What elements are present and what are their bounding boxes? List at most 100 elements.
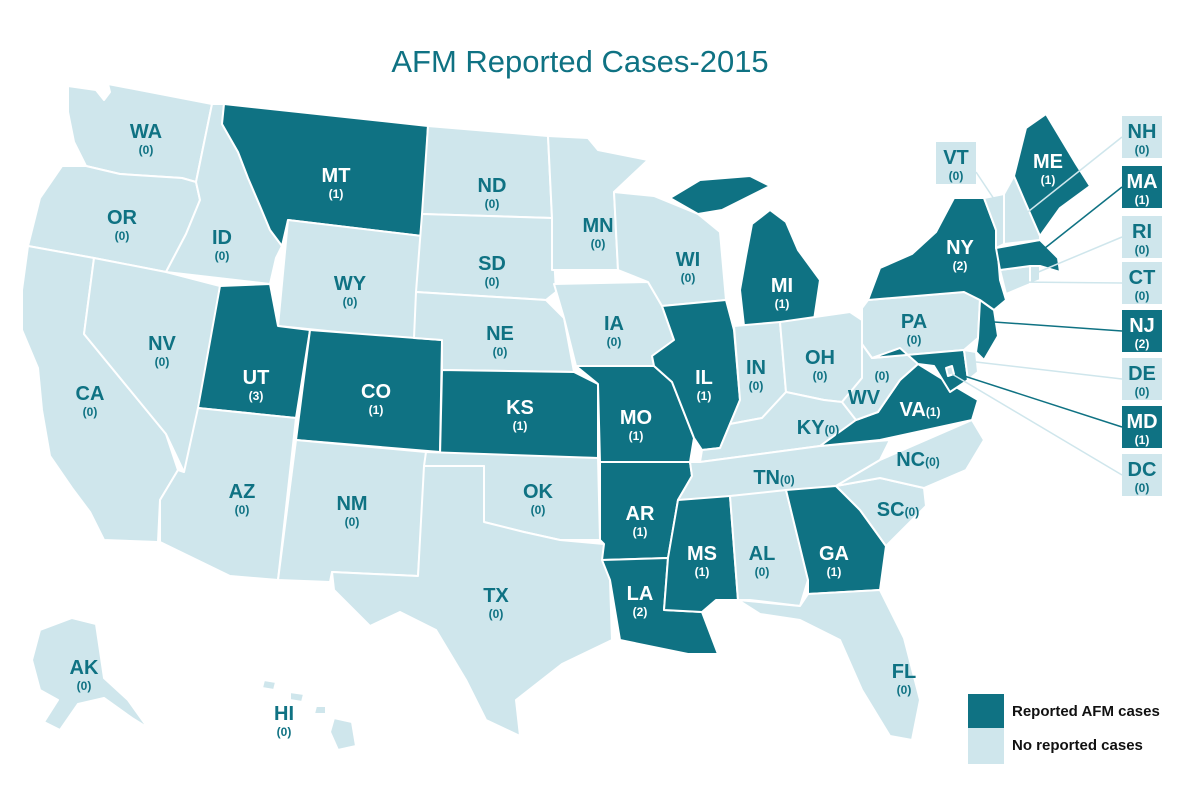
map-legend	[968, 694, 1004, 764]
svg-text:(0): (0)	[77, 679, 92, 693]
svg-text:KS: KS	[506, 397, 534, 419]
svg-text:(0): (0)	[1135, 243, 1150, 257]
state-shape-ny[interactable]	[867, 197, 1007, 311]
svg-text:DC: DC	[1128, 459, 1157, 481]
svg-text:(0): (0)	[1135, 289, 1150, 303]
svg-text:MO: MO	[620, 407, 652, 429]
svg-text:DE: DE	[1128, 363, 1156, 385]
svg-text:AK: AK	[70, 657, 99, 679]
svg-text:MT: MT	[322, 165, 351, 187]
svg-text:MD: MD	[1126, 411, 1157, 433]
state-shape-vt[interactable]	[983, 193, 1005, 249]
svg-text:(0): (0)	[591, 237, 606, 251]
svg-text:PA: PA	[901, 311, 927, 333]
state-label-ca: CA(0)	[76, 383, 105, 419]
state-shape-de[interactable]	[963, 349, 979, 381]
state-label-hi: HI(0)	[274, 703, 294, 739]
state-label-la: LA(2)	[627, 583, 654, 619]
leader-line-ma	[1039, 186, 1123, 253]
svg-text:KY(0): KY(0)	[797, 417, 839, 439]
svg-text:MI: MI	[771, 275, 793, 297]
svg-text:(0): (0)	[489, 607, 504, 621]
callout-box-de	[1122, 358, 1162, 400]
state-label-mo: MO(1)	[620, 407, 652, 443]
svg-text:(2): (2)	[633, 605, 648, 619]
svg-text:NV: NV	[148, 333, 176, 355]
state-shape-me[interactable]	[1013, 113, 1091, 237]
legend-swatch-none	[968, 728, 1004, 764]
state-label-nc: NC(0)	[896, 449, 940, 471]
callout-label-dc: DC(0)	[1128, 459, 1157, 495]
svg-text:(1): (1)	[629, 429, 644, 443]
callout-box-md	[1122, 406, 1162, 448]
svg-text:WV: WV	[848, 387, 881, 409]
state-shape-il[interactable]	[651, 299, 741, 451]
state-label-oh: OH(0)	[805, 347, 835, 383]
svg-text:(0): (0)	[897, 683, 912, 697]
svg-text:(1): (1)	[695, 565, 710, 579]
svg-text:TN(0): TN(0)	[753, 467, 794, 489]
state-label-nd: ND(0)	[478, 175, 507, 211]
svg-text:NJ: NJ	[1129, 315, 1155, 337]
svg-text:(1): (1)	[1135, 193, 1150, 207]
svg-text:(0): (0)	[749, 379, 764, 393]
state-shape-ri[interactable]	[1029, 265, 1041, 285]
state-shape-sd[interactable]	[415, 213, 557, 301]
map-title: AFM Reported Cases-2015	[391, 44, 769, 79]
svg-text:ID: ID	[212, 227, 232, 249]
svg-text:(3): (3)	[249, 389, 264, 403]
state-label-mt: MT(1)	[322, 165, 351, 201]
svg-text:(1): (1)	[827, 565, 842, 579]
svg-text:MA: MA	[1126, 171, 1157, 193]
svg-text:(0): (0)	[343, 295, 358, 309]
state-shape-nc[interactable]	[835, 419, 985, 489]
state-shape-dc[interactable]	[945, 365, 955, 377]
state-shape-tx[interactable]	[331, 465, 613, 737]
svg-text:CO: CO	[361, 381, 391, 403]
svg-text:(0): (0)	[215, 249, 230, 263]
svg-text:(1): (1)	[633, 525, 648, 539]
svg-text:CA: CA	[76, 383, 105, 405]
leader-line-ri	[1035, 236, 1123, 274]
state-shape-ak[interactable]	[31, 617, 149, 731]
svg-text:(0): (0)	[493, 345, 508, 359]
legend-swatch-reported	[968, 694, 1004, 730]
svg-text:NM: NM	[336, 493, 367, 515]
svg-text:(1): (1)	[369, 403, 384, 417]
state-label-nm: NM(0)	[336, 493, 367, 529]
state-label-ms: MS(1)	[687, 543, 717, 579]
state-label-fl: FL(0)	[892, 661, 916, 697]
state-label-nv: NV(0)	[148, 333, 176, 369]
state-label-ne: NE(0)	[486, 323, 514, 359]
leader-line-md	[957, 373, 1123, 428]
state-label-wv: WV (0)	[848, 369, 889, 409]
svg-text:(0): (0)	[485, 197, 500, 211]
svg-text:(0): (0)	[813, 369, 828, 383]
leader-line-nj	[993, 321, 1123, 332]
svg-text:(1): (1)	[1041, 173, 1056, 187]
svg-text:(0): (0)	[755, 565, 770, 579]
svg-text:(0): (0)	[1135, 143, 1150, 157]
state-label-or: OR(0)	[107, 207, 138, 243]
svg-text:CT: CT	[1129, 267, 1156, 289]
callout-label-nh: NH(0)	[1128, 121, 1157, 157]
leader-line-vt	[975, 171, 999, 206]
state-shape-fl[interactable]	[737, 589, 921, 741]
state-shape-hi[interactable]	[261, 679, 357, 751]
state-label-ga: GA(1)	[819, 543, 849, 579]
svg-text:(0): (0)	[907, 333, 922, 347]
svg-text:(2): (2)	[1135, 337, 1150, 351]
state-label-ak: AK(0)	[70, 657, 99, 693]
svg-text:LA: LA	[627, 583, 654, 605]
state-label-ky: KY(0)	[797, 417, 839, 439]
svg-text:(1): (1)	[775, 297, 790, 311]
svg-text:(0): (0)	[345, 515, 360, 529]
state-label-ar: AR(1)	[626, 503, 655, 539]
callout-box-nh	[1122, 116, 1162, 158]
callout-box-ma	[1122, 166, 1162, 208]
state-shape-az[interactable]	[159, 407, 297, 581]
state-label-ut: UT(3)	[243, 367, 270, 403]
callout-label-ct: CT(0)	[1129, 267, 1156, 303]
callout-box-nj	[1122, 310, 1162, 352]
